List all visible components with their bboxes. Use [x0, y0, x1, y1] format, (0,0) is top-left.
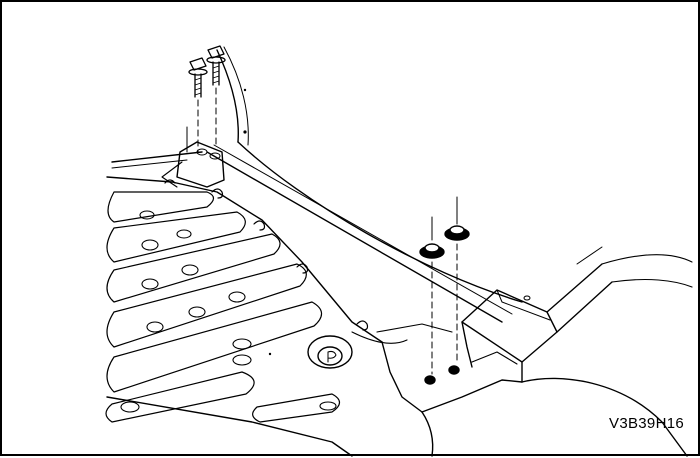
- wheelhouse-panel: [216, 46, 523, 303]
- floor-ribs: [105, 191, 341, 423]
- floor-holes: [120, 210, 337, 413]
- bolt-left: [188, 57, 208, 153]
- strut-housing: [421, 246, 693, 457]
- front-bracket: [161, 126, 225, 188]
- nut-right: [444, 196, 470, 375]
- bolt-right: [206, 45, 226, 149]
- drain-hole: [307, 335, 353, 369]
- bolts: [188, 45, 226, 153]
- figure-code-label: V3B39H16: [609, 415, 684, 432]
- edge-clips: [164, 179, 369, 331]
- side-rail: [111, 144, 513, 323]
- spot-marks: [243, 88, 272, 356]
- nut-left: [419, 216, 445, 385]
- floor-pan: [106, 176, 453, 457]
- nuts: [419, 196, 470, 385]
